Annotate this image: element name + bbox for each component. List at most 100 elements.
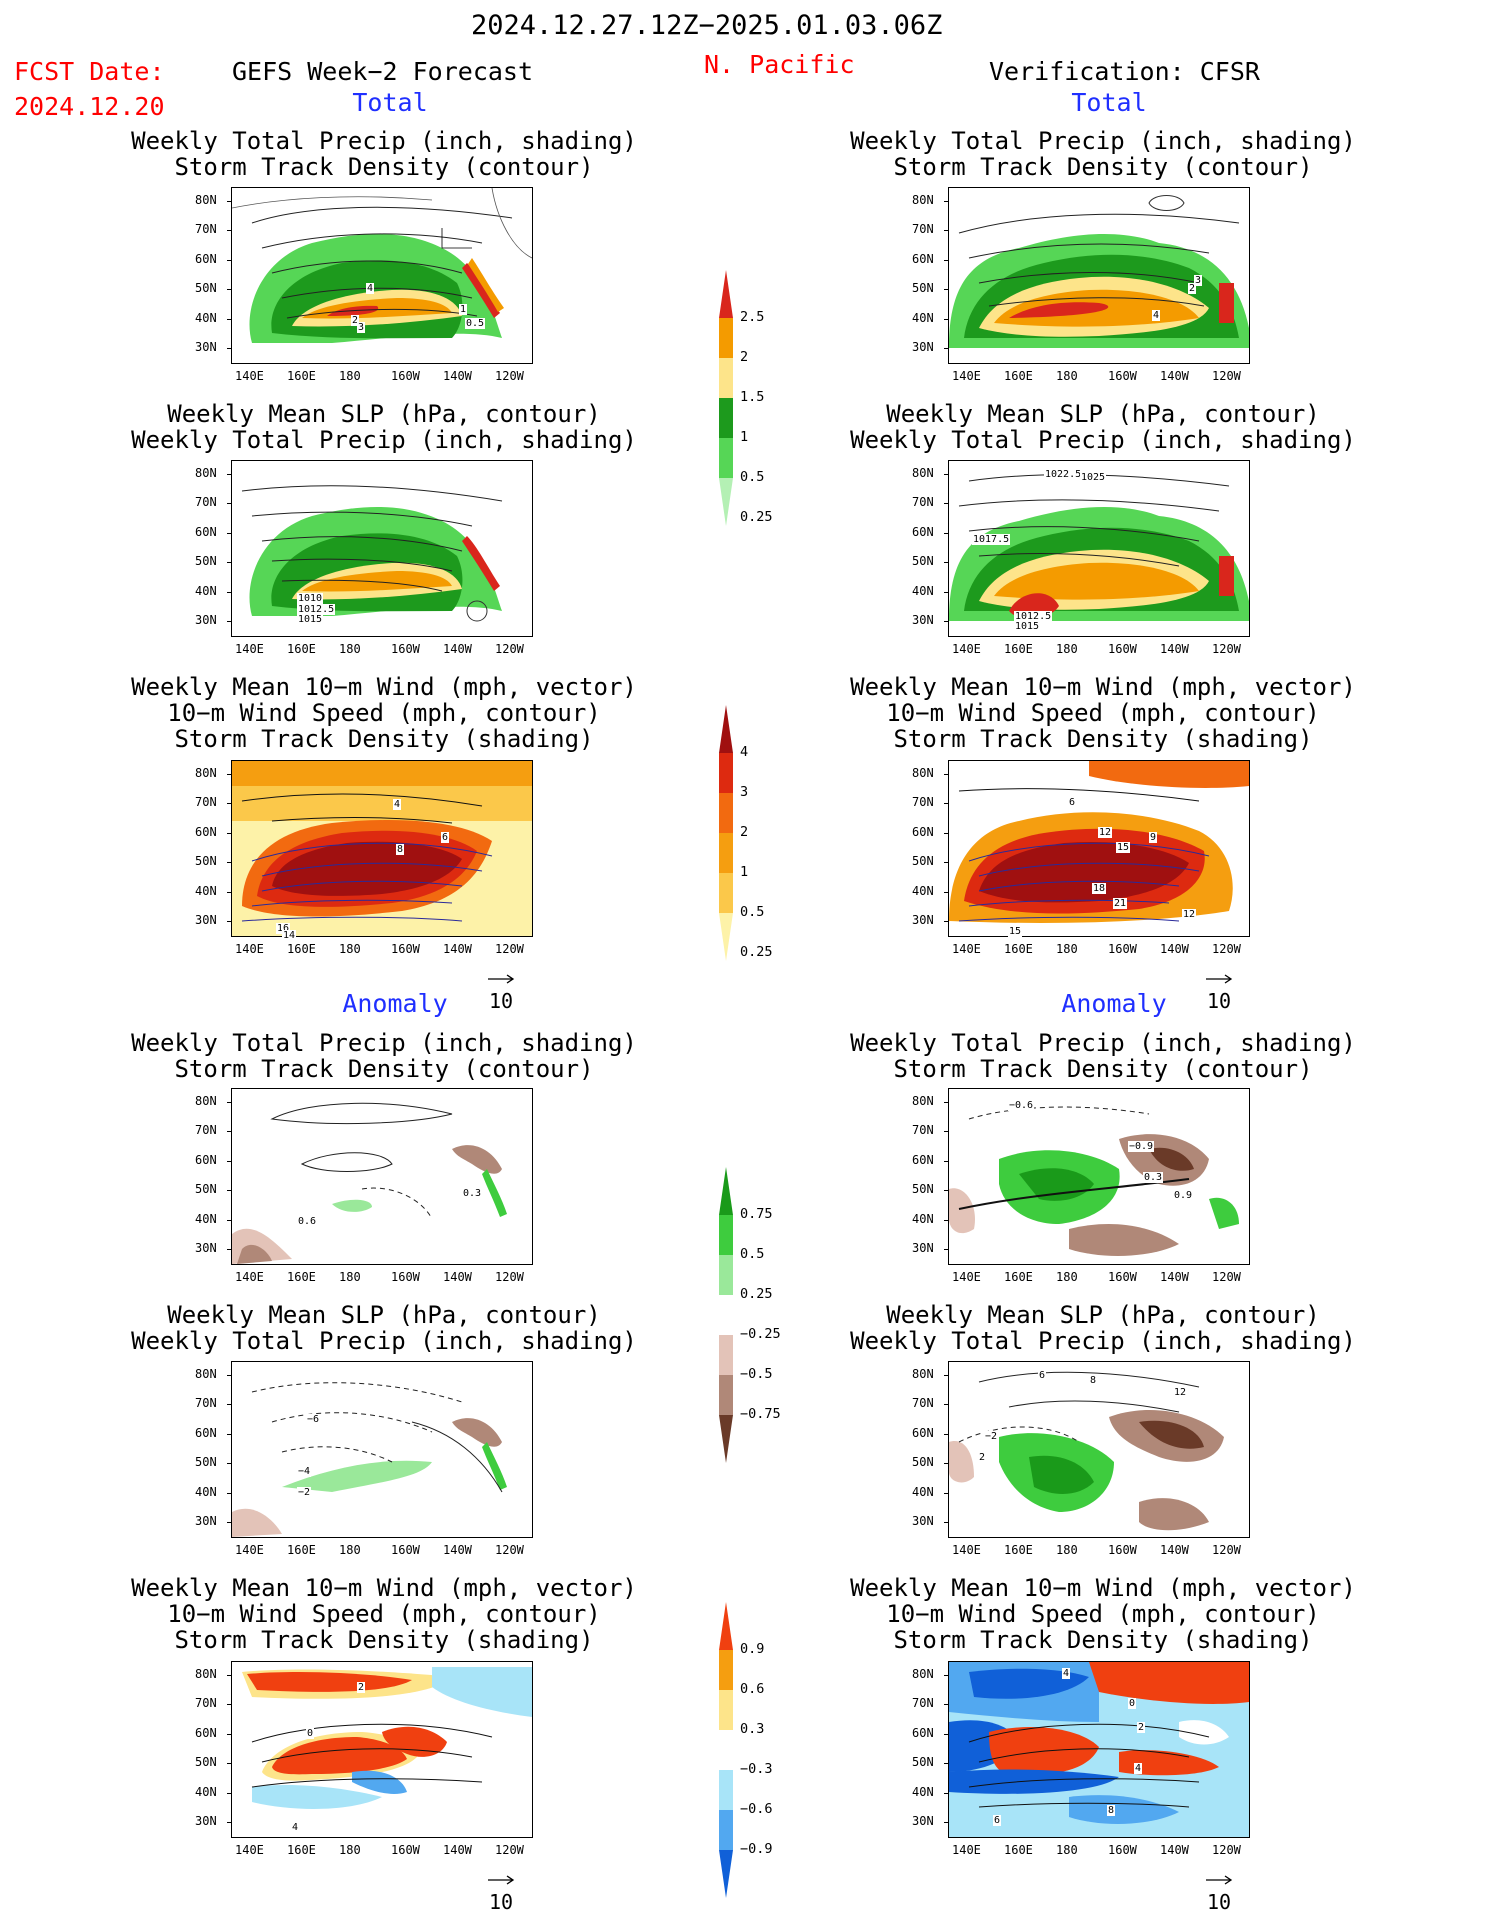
- contour-value-label: −2: [984, 1431, 999, 1442]
- colorbar-segment: [719, 398, 733, 438]
- colorbar-segment: [719, 1810, 733, 1850]
- lat-tick-mark: [944, 774, 949, 775]
- lat-tick-mark: [944, 1131, 949, 1133]
- colorbar-segment: [719, 1650, 733, 1690]
- contour-value-label: 1015: [1014, 621, 1041, 632]
- lat-tick-label: 30N: [912, 1241, 934, 1255]
- lon-tick-label: 140E: [235, 1843, 264, 1857]
- lat-tick-label: 50N: [912, 1455, 934, 1470]
- lat-tick-label: 80N: [912, 193, 934, 207]
- lat-tick-mark: [944, 1190, 949, 1192]
- lon-tick-label: 160W: [1108, 642, 1137, 656]
- lat-tick-label: 70N: [195, 495, 217, 510]
- contour-value-label: 1: [459, 304, 468, 316]
- lat-tick-label: 60N: [912, 824, 934, 839]
- lon-tick-label: 140W: [443, 1843, 472, 1857]
- colorbar-tick-label: −0.5: [740, 1366, 773, 1382]
- lat-tick-label: 50N: [195, 554, 217, 569]
- lon-tick-label: 140W: [443, 1270, 472, 1284]
- lon-tick-label: 120W: [1212, 1543, 1241, 1557]
- lon-tick-label: 140W: [1160, 1843, 1189, 1857]
- lat-tick-label: 70N: [912, 222, 934, 237]
- lat-tick-mark: [227, 1131, 232, 1133]
- forecast-title: GEFS Week−2 Forecast: [232, 57, 534, 86]
- lat-tick-mark: [944, 1792, 949, 1794]
- lon-tick-label: 160W: [391, 642, 420, 656]
- contour-value-label: 9: [1149, 831, 1158, 843]
- lon-tick-label: 140E: [952, 1270, 981, 1284]
- lat-tick-mark: [944, 803, 949, 805]
- lat-tick-mark: [944, 891, 949, 893]
- lat-tick-mark: [227, 201, 232, 202]
- contour-value-label: 3: [357, 321, 366, 333]
- lon-tick-label: 140E: [952, 369, 981, 383]
- lat-tick-label: 40N: [912, 883, 934, 898]
- contour-value-label: −6: [306, 1413, 321, 1425]
- map-fc-slp-total: [231, 460, 533, 637]
- lat-tick-label: 80N: [912, 466, 934, 480]
- colorbar-segment: [719, 1255, 733, 1295]
- map-fc-precip-total: [231, 187, 533, 364]
- lat-tick-label: 40N: [912, 1211, 934, 1226]
- colorbar-tick-label: 0.25: [740, 509, 773, 525]
- lat-tick-label: 50N: [195, 1182, 217, 1197]
- lat-tick-mark: [227, 503, 232, 505]
- lat-tick-label: 80N: [195, 1667, 217, 1681]
- colorbar-segment: [719, 1690, 733, 1730]
- lat-tick-label: 80N: [195, 193, 217, 207]
- lat-tick-label: 50N: [912, 854, 934, 869]
- lat-tick-label: 70N: [912, 495, 934, 510]
- contour-value-label: 1012.5: [1014, 610, 1053, 622]
- lat-tick-label: 80N: [912, 1367, 934, 1381]
- lat-tick-label: 60N: [195, 1725, 217, 1740]
- colorbar-segment: [719, 1770, 733, 1810]
- map-fc-wind-anom: [231, 1661, 533, 1838]
- lon-tick-label: 120W: [1212, 1270, 1241, 1284]
- colorbar-segment: [719, 478, 733, 526]
- section-anomaly-verification: Anomaly: [1061, 989, 1167, 1018]
- lat-tick-label: 70N: [195, 1396, 217, 1411]
- contour-value-label: 4: [291, 1822, 300, 1833]
- lat-tick-mark: [944, 1102, 949, 1103]
- lat-tick-label: 40N: [912, 583, 934, 598]
- colorbar-tick-label: 0.9: [740, 1641, 765, 1657]
- colorbar-tick-label: −0.75: [740, 1406, 781, 1422]
- lat-tick-label: 30N: [195, 340, 217, 354]
- lat-tick-mark: [944, 1704, 949, 1706]
- contour-value-label: 3: [1194, 274, 1203, 286]
- contour-value-label: −2: [297, 1487, 312, 1498]
- contour-value-label: 0.5: [465, 318, 486, 330]
- colorbar-tick-label: 0.5: [740, 469, 765, 485]
- lat-tick-mark: [944, 1219, 949, 1221]
- lat-tick-mark: [227, 921, 232, 922]
- contour-value-label: 15: [1116, 842, 1131, 854]
- lon-tick-label: 160W: [391, 1270, 420, 1284]
- lat-tick-mark: [227, 591, 232, 593]
- lat-tick-label: 40N: [195, 1484, 217, 1499]
- lat-tick-label: 50N: [195, 1755, 217, 1770]
- lat-tick-mark: [227, 348, 232, 349]
- contour-value-label: 1017.5: [972, 533, 1011, 545]
- lat-tick-mark: [227, 230, 232, 232]
- colorbar-segment: [719, 1602, 733, 1650]
- colorbar-track-anom: 0.9 0.6 0.3 −0.3 −0.6 −0.9: [718, 1600, 778, 1904]
- lat-tick-label: 50N: [195, 854, 217, 869]
- lat-tick-mark: [944, 201, 949, 202]
- colorbar-tick-label: 0.25: [740, 944, 773, 960]
- map-ob-wind-anom: [948, 1661, 1250, 1838]
- section-total-verification: Total: [1071, 88, 1147, 117]
- contour-value-label: 16: [276, 922, 291, 934]
- lon-tick-label: 140W: [443, 369, 472, 383]
- lat-tick-label: 80N: [195, 766, 217, 780]
- colorbar-segment: [719, 270, 733, 318]
- lat-tick-mark: [944, 1160, 949, 1162]
- vector-reference-fc-total: 10: [487, 965, 515, 1013]
- right-arrow-icon: [488, 974, 515, 984]
- map-ob-slp-total: [948, 460, 1250, 637]
- right-arrow-icon: [488, 1875, 515, 1885]
- lon-tick-label: 160E: [287, 942, 316, 956]
- lon-tick-label: 160E: [1004, 369, 1033, 383]
- lon-tick-label: 180: [339, 1543, 361, 1557]
- lat-tick-label: 70N: [195, 1123, 217, 1138]
- colorbar-tick-label: 2: [740, 349, 749, 365]
